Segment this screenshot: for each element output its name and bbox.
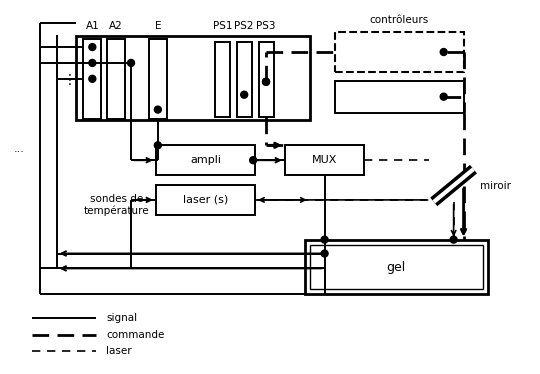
Bar [215, 42, 230, 117]
Text: température: température [83, 206, 149, 216]
Bar [334, 81, 463, 113]
Bar [310, 245, 483, 289]
Bar [305, 240, 488, 294]
Text: ⋮: ⋮ [63, 73, 77, 87]
Circle shape [154, 142, 161, 149]
Circle shape [262, 78, 269, 85]
Text: PS2: PS2 [234, 21, 254, 31]
Text: laser (s): laser (s) [183, 195, 228, 205]
Text: MUX: MUX [312, 155, 338, 165]
Bar [259, 42, 274, 117]
Text: A1: A1 [85, 21, 99, 31]
Circle shape [89, 75, 96, 82]
Bar [83, 39, 102, 119]
Text: contrôleurs: contrôleurs [369, 15, 429, 25]
Bar [285, 145, 364, 175]
Bar [77, 36, 310, 120]
Circle shape [154, 106, 161, 113]
Text: E: E [154, 21, 161, 31]
Text: ampli: ampli [190, 155, 221, 165]
Text: gel: gel [387, 261, 406, 274]
Bar [156, 145, 255, 175]
Text: A2: A2 [109, 21, 123, 31]
Circle shape [249, 157, 256, 164]
Bar [237, 42, 252, 117]
Circle shape [89, 44, 96, 50]
Text: ⋮: ⋮ [318, 276, 332, 290]
Circle shape [321, 250, 328, 257]
Text: commande: commande [106, 330, 165, 340]
Circle shape [127, 59, 134, 67]
Bar [149, 39, 167, 119]
Circle shape [89, 59, 96, 67]
Circle shape [440, 93, 447, 100]
Text: laser: laser [106, 346, 132, 356]
Bar [156, 185, 255, 215]
Circle shape [262, 78, 269, 85]
Circle shape [450, 236, 457, 243]
Text: PS3: PS3 [256, 21, 276, 31]
Bar [107, 39, 125, 119]
Text: ...: ... [14, 144, 24, 154]
Text: signal: signal [106, 313, 137, 323]
Circle shape [241, 91, 248, 98]
Circle shape [440, 49, 447, 55]
Circle shape [321, 236, 328, 243]
Text: sondes de: sondes de [90, 194, 143, 204]
Text: miroir: miroir [481, 181, 511, 191]
Text: PS1: PS1 [213, 21, 232, 31]
Bar [334, 32, 463, 72]
